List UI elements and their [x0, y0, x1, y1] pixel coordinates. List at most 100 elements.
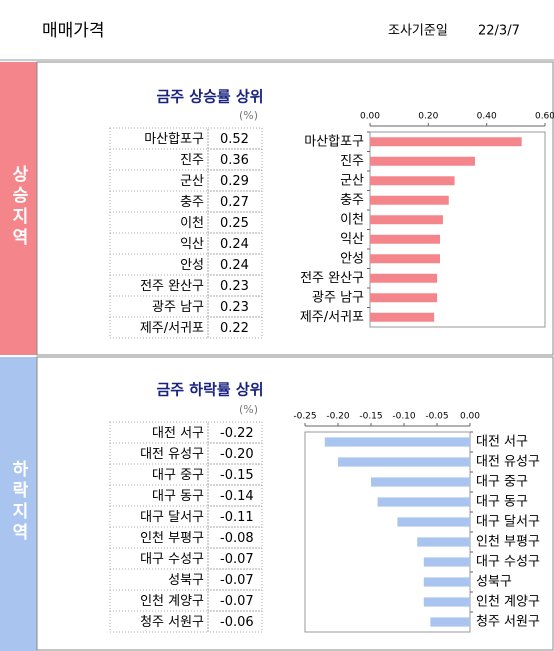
table-name: 안성 — [180, 258, 204, 273]
table-name: 전주 완산구 — [140, 279, 204, 294]
table-name: 진주 — [180, 153, 204, 168]
section-band — [0, 357, 37, 651]
y-tick-label: 인천 부평구 — [476, 535, 540, 550]
table-value: 0.24 — [220, 237, 249, 252]
table-value: -0.20 — [220, 447, 254, 462]
table-name: 광주 남구 — [152, 300, 204, 315]
section-band — [0, 62, 37, 355]
table-value: 0.23 — [220, 279, 249, 294]
y-tick-label: 인천 계양구 — [476, 595, 540, 610]
table-name: 마산합포구 — [144, 132, 204, 147]
x-tick-label: 0.00 — [460, 412, 480, 422]
table-cell — [109, 610, 209, 633]
y-tick-label: 성북구 — [476, 575, 512, 590]
table-value: -0.07 — [220, 552, 254, 567]
x-tick-label: 0.40 — [477, 112, 497, 122]
y-tick-label: 전주 완산구 — [300, 271, 364, 286]
bar — [370, 293, 438, 303]
bar — [371, 477, 470, 487]
table-name: 대구 수성구 — [140, 552, 204, 567]
y-tick-label: 대구 동구 — [476, 495, 528, 510]
x-tick-label: -0.20 — [326, 412, 350, 422]
table-name: 청주 서원구 — [140, 615, 204, 630]
table-name: 대전 유성구 — [140, 447, 204, 462]
table-name: 대구 달서구 — [140, 510, 204, 525]
y-tick-label: 대전 유성구 — [476, 455, 540, 470]
y-tick-label: 대전 서구 — [476, 435, 528, 450]
y-tick-label: 청주 서원구 — [476, 615, 540, 630]
date-label: 조사기준일 — [388, 24, 448, 39]
y-tick-label: 군산 — [340, 173, 364, 188]
bar — [370, 254, 440, 264]
bar — [397, 517, 470, 527]
x-tick-label: -0.25 — [293, 412, 316, 422]
y-tick-label: 대구 수성구 — [476, 555, 540, 570]
date: 22/3/7 — [478, 24, 520, 39]
table-value: 0.36 — [220, 153, 249, 168]
table-name: 인천 계양구 — [140, 594, 204, 609]
x-tick-label: 0.60 — [535, 112, 554, 122]
bar — [423, 557, 470, 567]
table-name: 군산 — [180, 174, 204, 189]
x-tick-label: 0.20 — [418, 112, 438, 122]
table-value: 0.25 — [220, 216, 249, 231]
bar — [324, 437, 470, 447]
bar — [370, 195, 449, 205]
chart-title: 금주 상승률 상위 — [156, 88, 263, 106]
table-value: 0.27 — [220, 195, 249, 210]
table-name: 대구 중구 — [152, 468, 204, 483]
x-tick-label: -0.15 — [359, 412, 382, 422]
table-name: 충주 — [180, 195, 204, 210]
x-tick-label: -0.05 — [425, 412, 448, 422]
y-tick-label: 대구 달서구 — [476, 515, 540, 530]
table-value: -0.22 — [220, 426, 254, 441]
bar — [370, 312, 435, 322]
bar — [370, 234, 440, 244]
table-name: 인천 부평구 — [140, 531, 204, 546]
bar — [370, 176, 455, 186]
table-value: -0.07 — [220, 594, 254, 609]
section-label: 상승지역 — [8, 165, 28, 249]
bar — [423, 577, 470, 587]
section-panel — [36, 61, 554, 356]
table-name: 제주/서귀포 — [140, 321, 204, 336]
bar — [370, 215, 443, 225]
table-value: -0.06 — [220, 615, 254, 630]
table-name: 대전 서구 — [152, 426, 204, 441]
page-title: 매매가격 — [42, 21, 105, 41]
chart-title: 금주 하락률 상위 — [156, 381, 263, 399]
unit-label: (%) — [239, 109, 258, 122]
bar — [370, 137, 522, 147]
bar — [417, 537, 470, 547]
bar — [430, 617, 470, 627]
x-tick-label: 0.00 — [360, 112, 380, 122]
table-value: 0.22 — [220, 321, 249, 336]
table-value: 0.29 — [220, 174, 249, 189]
y-tick-label: 이천 — [340, 212, 364, 227]
table-name: 익산 — [180, 237, 204, 252]
section-label: 하락지역 — [8, 460, 28, 544]
y-tick-label: 광주 남구 — [312, 290, 364, 305]
table-value: -0.07 — [220, 573, 254, 588]
bar — [377, 497, 470, 507]
table-value: -0.15 — [220, 468, 254, 483]
table-cell — [207, 610, 263, 633]
table-value: 0.24 — [220, 258, 249, 273]
bar — [338, 457, 470, 467]
table-cell — [109, 316, 209, 339]
table-name: 대구 동구 — [152, 489, 204, 504]
y-tick-label: 대구 중구 — [476, 475, 528, 490]
table-value: -0.11 — [220, 510, 254, 525]
bar — [423, 597, 470, 607]
unit-label: (%) — [239, 403, 258, 416]
x-tick-label: -0.10 — [392, 412, 416, 422]
table-value: -0.08 — [220, 531, 254, 546]
y-tick-label: 익산 — [340, 232, 364, 247]
table-cell — [207, 316, 263, 339]
table-name: 이천 — [180, 216, 204, 231]
bar — [370, 273, 438, 283]
y-tick-label: 충주 — [340, 193, 364, 208]
table-value: 0.23 — [220, 300, 249, 315]
y-tick-label: 마산합포구 — [304, 134, 364, 149]
bar — [370, 156, 475, 166]
